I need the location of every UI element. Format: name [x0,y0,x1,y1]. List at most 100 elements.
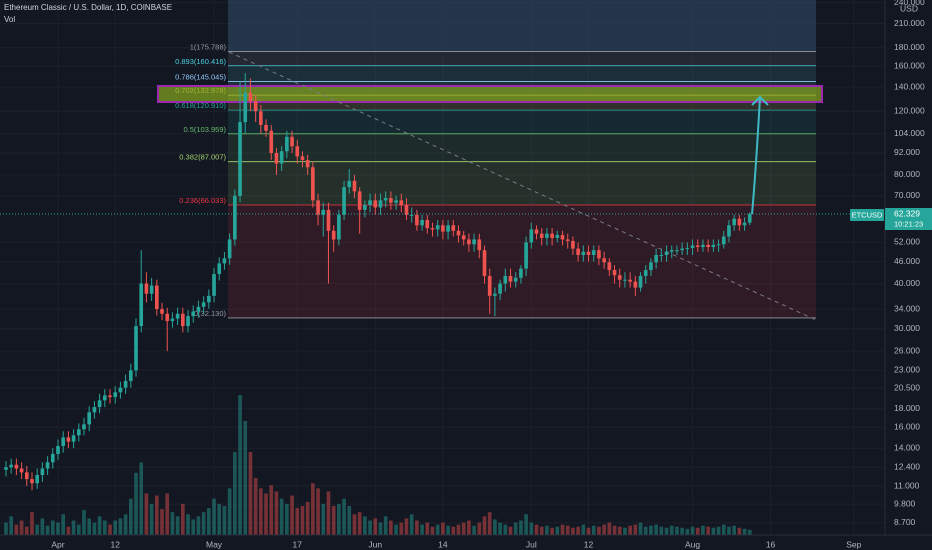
y-tick-label: 26.000 [894,345,920,355]
volume-bar [706,526,710,535]
volume-bar [347,505,352,535]
volume-bar [607,522,612,535]
volume-bar [383,516,388,535]
volume-bar [212,498,216,535]
volume-bar [565,525,570,535]
volume-bar [649,525,653,535]
candle-body [446,225,450,232]
volume-bar [274,491,279,535]
y-tick-label: 210.000 [894,18,925,28]
volume-bar [4,522,8,535]
x-tick-label: May [206,539,223,549]
volume-bar [363,516,367,535]
volume-bar [118,518,123,535]
x-tick-label: Jul [526,539,537,549]
volume-bar [675,526,679,535]
volume-bar [175,516,180,535]
candle-body [633,281,638,288]
fib-label: 0.618(120.910) [175,101,226,110]
candle-body [170,318,175,322]
y-tick-label: 80.000 [894,169,920,179]
y-tick-label: 30.000 [894,323,920,333]
volume-bar [326,491,331,535]
y-tick-label: 92.000 [894,147,920,157]
candle-body [654,254,658,263]
candle-body [4,467,8,470]
symbol-tag [850,209,884,221]
candle-body [706,244,710,248]
volume-bar [97,516,102,535]
candle-body [321,209,326,215]
candle-body [383,198,388,201]
candle-body [76,429,81,436]
candle-body [550,233,554,238]
volume-bar [472,525,476,535]
volume-bar [238,395,242,535]
candle-body [227,239,232,259]
candle-body [139,283,144,327]
volume-bar [331,505,336,535]
x-tick-label: Aug [685,539,700,549]
volume-bar [430,526,435,535]
candle-body [326,209,331,231]
candle-body [664,251,669,255]
volume-bar [134,472,138,535]
candle-body [508,275,513,282]
volume-bar [664,527,669,535]
candle-body [399,200,404,206]
candle-body [108,395,112,398]
volume-bar [170,512,175,535]
candle-body [586,251,591,255]
candle-body [513,277,518,282]
candle-body [87,412,92,425]
candle-body [581,251,586,255]
candle-body [524,242,528,269]
x-tick-label: Apr [51,539,64,549]
x-tick-label: 14 [438,539,448,549]
candle-body [430,228,435,230]
volume-bar [508,526,513,535]
volume-bar [404,518,409,535]
y-tick-label: 140.000 [894,81,925,91]
y-tick-label: 104.000 [894,128,925,138]
candle-body [591,250,596,255]
candle-body [175,313,180,319]
volume-bar [316,488,320,535]
candle-body [212,274,216,296]
candle-body [425,219,430,229]
volume-bar [196,516,201,535]
volume-bar [493,519,497,535]
candle-body [233,195,237,240]
volume-bar [456,524,461,535]
volume-bar [227,488,232,535]
volume-bar [222,505,227,535]
y-tick-label: 52.000 [894,237,920,247]
volume-bar [186,514,190,535]
candle-body [285,136,289,152]
candle-body [456,230,461,236]
candle-body [685,247,690,249]
candle-body [643,270,648,276]
price-tag: ETCUSD 62.329 10:21:23 [850,208,932,230]
volume [4,395,752,535]
candle-body [498,283,502,294]
candle-body [238,122,242,196]
volume-bar [628,525,632,535]
volume-bar [290,495,294,535]
candle-body [607,262,612,271]
fib-zone [228,204,816,318]
volume-bar [534,524,539,535]
candle-body [519,268,523,278]
y-tick-label: 240.000 [894,0,925,7]
candle-body [493,293,497,296]
candle-body [118,387,123,393]
candle-body [721,236,726,245]
volume-bar [56,522,60,535]
volume-bar [24,526,29,535]
candle-body [253,101,258,112]
volume-bar [747,529,752,535]
highlight-box [157,85,823,103]
candle-body [628,279,632,282]
candle-body [690,245,695,248]
volume-bar [461,522,466,535]
